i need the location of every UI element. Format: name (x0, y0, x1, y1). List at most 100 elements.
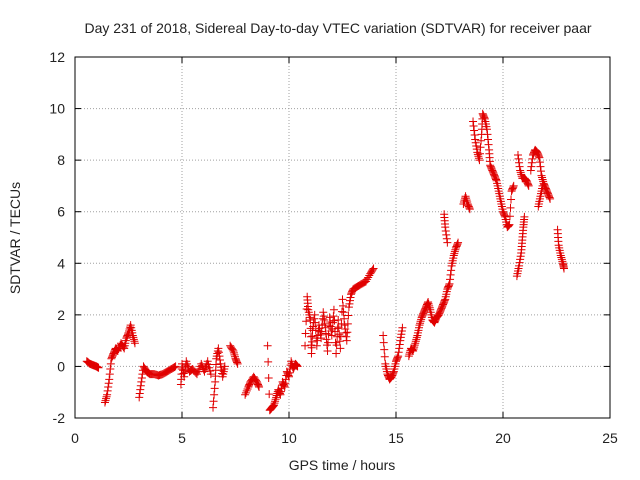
data-point-interpolated (306, 332, 315, 341)
data-point-interpolated (506, 203, 515, 212)
data-point (255, 383, 264, 392)
data-point-interpolated (138, 370, 147, 379)
data-point-interpolated (484, 140, 493, 149)
data-point-interpolated (275, 389, 284, 398)
data-point-interpolated (531, 146, 540, 155)
data-point (209, 403, 218, 412)
data-point-interpolated (102, 392, 111, 401)
data-point-interpolated (394, 348, 403, 357)
data-point-interpolated (477, 136, 486, 145)
data-point-interpolated (169, 363, 178, 372)
data-point-interpolated (473, 150, 482, 159)
data-point-interpolated (363, 275, 372, 284)
data-point-interpolated (317, 327, 326, 336)
data-point-interpolated (270, 399, 279, 408)
data-point-interpolated (214, 348, 223, 357)
data-point-interpolated (515, 158, 524, 167)
data-point-interpolated (412, 335, 421, 344)
data-point-interpolated (204, 360, 213, 369)
data-point-interpolated (215, 355, 224, 364)
x-tick-label: 25 (602, 430, 618, 446)
data-point-interpolated (105, 370, 114, 379)
data-point (537, 171, 546, 180)
data-point-interpolated (129, 333, 138, 342)
data-point-interpolated (291, 360, 300, 369)
data-point-interpolated (359, 278, 368, 287)
data-point-interpolated (165, 366, 174, 375)
data-point-interpolated (395, 340, 404, 349)
data-point-interpolated (410, 343, 419, 352)
data-point (319, 308, 328, 317)
data-point (158, 370, 167, 379)
data-point-interpolated (351, 283, 360, 292)
data-point-interpolated (527, 158, 536, 167)
data-point-interpolated (341, 328, 350, 337)
data-point-interpolated (472, 141, 481, 150)
data-point-interpolated (440, 296, 449, 305)
data-point-interpolated (302, 317, 311, 326)
data-point-interpolated (469, 121, 478, 130)
data-point-interpolated (316, 330, 325, 339)
x-tick-label: 20 (495, 430, 511, 446)
data-point (263, 341, 272, 350)
data-point-interpolated (332, 341, 341, 350)
data-point (100, 398, 109, 407)
data-point (369, 264, 378, 273)
data-point-interpolated (535, 158, 544, 167)
data-point-interpolated (480, 113, 489, 122)
data-point (411, 339, 420, 348)
data-point (449, 251, 458, 260)
data-point-interpolated (396, 333, 405, 342)
data-point-interpolated (425, 301, 434, 310)
data-point (441, 223, 450, 232)
data-point-interpolated (483, 130, 492, 139)
data-point-interpolated (341, 325, 350, 334)
plot-frame (74, 56, 611, 419)
data-point (270, 401, 279, 410)
data-point (556, 251, 565, 260)
data-point (105, 375, 114, 384)
data-point-interpolated (276, 387, 285, 396)
data-point-interpolated (509, 183, 518, 192)
data-point (469, 117, 478, 126)
data-point-interpolated (345, 299, 354, 308)
data-point-interpolated (516, 255, 525, 264)
data-point-interpolated (337, 307, 346, 316)
data-point-interpolated (103, 386, 112, 395)
data-point (344, 303, 353, 312)
data-point (349, 285, 358, 294)
data-point-interpolated (503, 222, 512, 231)
data-point (443, 238, 452, 247)
data-point-interpolated (281, 379, 290, 388)
data-point (482, 125, 491, 134)
data-point-interpolated (462, 194, 471, 203)
data-point-interpolated (130, 337, 139, 346)
data-point-interpolated (180, 368, 189, 377)
data-point (394, 352, 403, 361)
chart-title: Day 231 of 2018, Sidereal Day-to-day VTE… (84, 20, 591, 36)
data-point (475, 156, 484, 165)
data-point-interpolated (515, 162, 524, 171)
data-point (167, 365, 176, 374)
data-point-interpolated (292, 361, 301, 370)
data-point-interpolated (395, 344, 404, 353)
data-point-interpolated (102, 394, 111, 403)
data-point-interpolated (462, 196, 471, 205)
y-tick-label: 12 (49, 49, 65, 65)
data-point (559, 264, 568, 273)
data-point (524, 181, 533, 190)
data-point-interpolated (416, 319, 425, 328)
data-point-interpolated (114, 345, 123, 354)
data-point (454, 238, 463, 247)
data-point-interpolated (409, 345, 418, 354)
data-point-interpolated (135, 389, 144, 398)
data-point-interpolated (205, 363, 214, 372)
data-point-interpolated (532, 147, 541, 156)
data-point-interpolated (410, 341, 419, 350)
data-point (509, 181, 518, 190)
data-point-interpolated (386, 374, 395, 383)
data-point-interpolated (484, 135, 493, 144)
data-point-interpolated (536, 167, 545, 176)
data-point-interpolated (500, 211, 509, 220)
data-point-interpolated (343, 328, 352, 337)
